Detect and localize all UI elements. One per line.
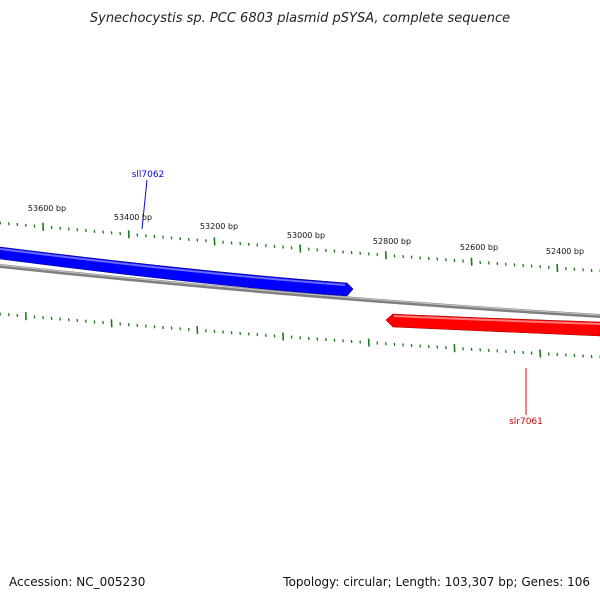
tick-label: 52600 bp: [460, 243, 498, 252]
gene-arrow-sll7062-shine: [0, 248, 346, 286]
summary-label: Topology: circular; Length: 103,307 bp; …: [282, 575, 590, 589]
tick-label: 52400 bp: [546, 247, 584, 256]
tick-label: 53400 bp: [114, 213, 152, 222]
tick-label: 53000 bp: [287, 231, 325, 240]
gene-label-sll7062[interactable]: sll7062: [132, 170, 165, 180]
map-title: Synechocystis sp. PCC 6803 plasmid pSYSA…: [90, 11, 510, 26]
gene-leader-sll7062: [141, 179, 148, 230]
scale-ticks-inner: [0, 312, 600, 359]
plasmid-backbone-highlight: [0, 264, 600, 316]
scale-ticks-outer: [0, 221, 600, 273]
gene-label-slr7061[interactable]: slr7061: [509, 417, 543, 427]
gene-arrow-slr7061-shine: [393, 315, 600, 325]
tick-label: 52800 bp: [373, 237, 411, 246]
accession-label: Accession: NC_005230: [9, 575, 145, 589]
tick-label: 53200 bp: [200, 222, 238, 231]
plasmid-backbone: [0, 264, 600, 318]
gene-arrow-slr7061[interactable]: [385, 313, 600, 337]
tick-label: 53600 bp: [28, 204, 66, 213]
